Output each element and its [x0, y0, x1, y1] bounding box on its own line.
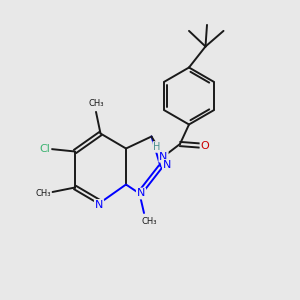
Text: N: N: [137, 188, 145, 199]
Text: N: N: [163, 160, 171, 170]
Text: N: N: [95, 200, 103, 210]
Text: N: N: [159, 152, 168, 162]
Text: CH₃: CH₃: [35, 189, 51, 198]
Text: O: O: [200, 140, 209, 151]
Text: Cl: Cl: [40, 144, 50, 154]
Text: CH₃: CH₃: [88, 99, 104, 108]
Text: H: H: [153, 142, 161, 152]
Text: CH₃: CH₃: [142, 217, 157, 226]
